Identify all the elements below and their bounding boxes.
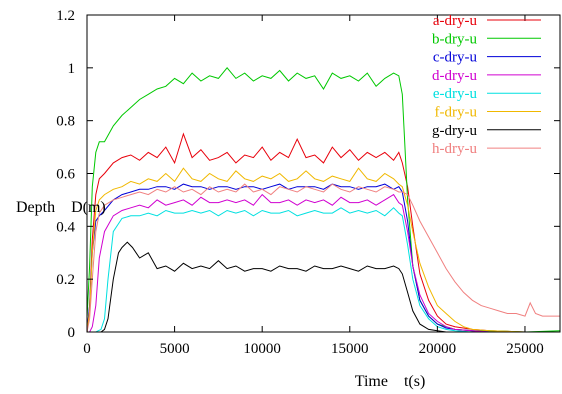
x-axis-label: Time t(s) bbox=[355, 373, 426, 390]
y-tick-label: 0.2 bbox=[56, 272, 75, 288]
x-tick-label: 20000 bbox=[419, 341, 457, 357]
legend-label-c-dry-u: c-dry-u bbox=[433, 50, 478, 66]
legend-label-g-dry-u: g-dry-u bbox=[432, 123, 477, 139]
x-tick-label: 5000 bbox=[160, 341, 190, 357]
legend-label-d-dry-u: d-dry-u bbox=[432, 68, 477, 84]
series-line-f-dry-u bbox=[87, 167, 560, 332]
y-tick-label: 0.8 bbox=[56, 114, 75, 130]
y-tick-label: 1.2 bbox=[56, 8, 75, 24]
legend: a-dry-u b-dry-u c-dry-u d-dry-u e-dry-u f-dry… bbox=[432, 13, 541, 157]
plot-frame bbox=[86, 14, 561, 333]
x-tick-label: 0 bbox=[83, 341, 91, 357]
legend-label-a-dry-u: a-dry-u bbox=[433, 13, 478, 29]
y-tick-label: 0 bbox=[68, 325, 76, 341]
y-tick-label: 0.6 bbox=[56, 167, 75, 183]
x-tick-label: 25000 bbox=[506, 341, 544, 357]
y-tick-label: 0.4 bbox=[56, 219, 75, 235]
series-line-c-dry-u bbox=[87, 183, 560, 332]
x-tick-label: 15000 bbox=[331, 341, 369, 357]
legend-label-h-dry-u: h-dry-u bbox=[432, 141, 477, 157]
plot-lines bbox=[87, 67, 560, 332]
legend-label-f-dry-u: f-dry-u bbox=[435, 105, 478, 121]
legend-label-e-dry-u: e-dry-u bbox=[433, 86, 478, 102]
series-line-g-dry-u bbox=[87, 241, 560, 332]
series-line-d-dry-u bbox=[87, 193, 560, 332]
series-line-h-dry-u bbox=[87, 183, 560, 332]
y-axis-label: Depth D(m) bbox=[16, 199, 106, 216]
y-tick-label: 1 bbox=[68, 61, 76, 77]
legend-label-b-dry-u: b-dry-u bbox=[432, 31, 477, 47]
x-tick-label: 10000 bbox=[243, 341, 281, 357]
axis-ticks bbox=[86, 14, 560, 333]
series-line-a-dry-u bbox=[87, 132, 560, 332]
tick-labels: 0 5000 10000 15000 20000 25000 0 0.2 0.4 0.6 0.8 1 1… bbox=[56, 8, 543, 357]
series-line-e-dry-u bbox=[87, 207, 560, 332]
